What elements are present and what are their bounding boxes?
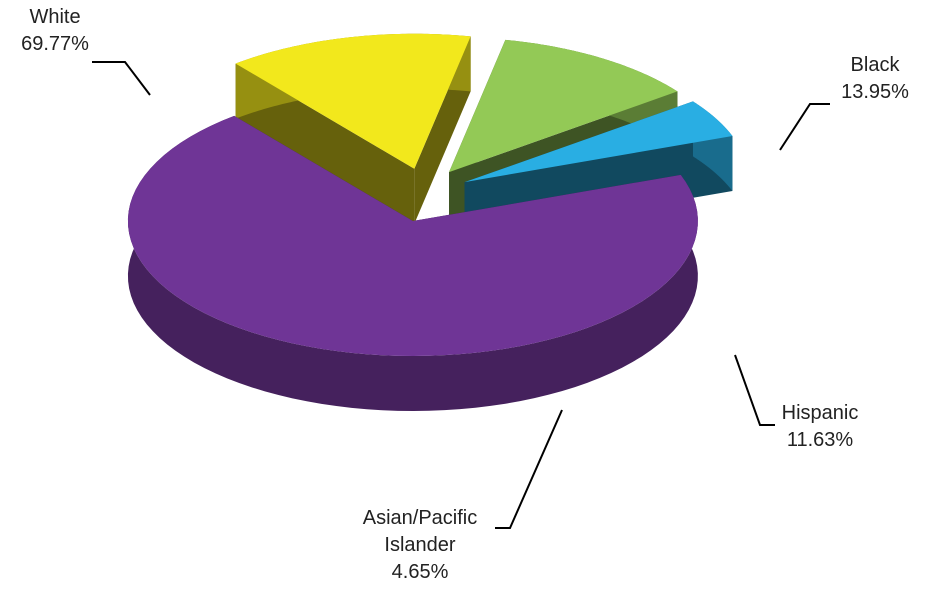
pie-slice (127, 115, 698, 412)
pie-slice (235, 33, 471, 224)
label-name: Asian/Pacific Islander (362, 507, 478, 556)
leader-line (779, 103, 830, 151)
slice-label: Asian/Pacific Islander 4.65% (355, 505, 485, 586)
label-name: Hispanic (781, 402, 859, 424)
label-value: 4.65% (391, 561, 449, 583)
label-value: 11.63% (786, 429, 854, 451)
label-name: White (29, 6, 81, 28)
leader-line (734, 354, 775, 426)
slice-label: White 69.77% (0, 4, 110, 58)
slice-top (127, 115, 698, 357)
slice-top (464, 101, 733, 183)
slice-top (235, 33, 471, 169)
slice-label: Black 13.95% (800, 52, 927, 106)
label-value: 69.77% (21, 33, 89, 55)
slice-label: Hispanic 11.63% (745, 400, 895, 454)
leader-line (92, 61, 151, 96)
leader-line (495, 409, 563, 529)
label-name: Black (850, 54, 900, 76)
slice-top (449, 39, 678, 173)
label-value: 13.95% (841, 81, 909, 103)
